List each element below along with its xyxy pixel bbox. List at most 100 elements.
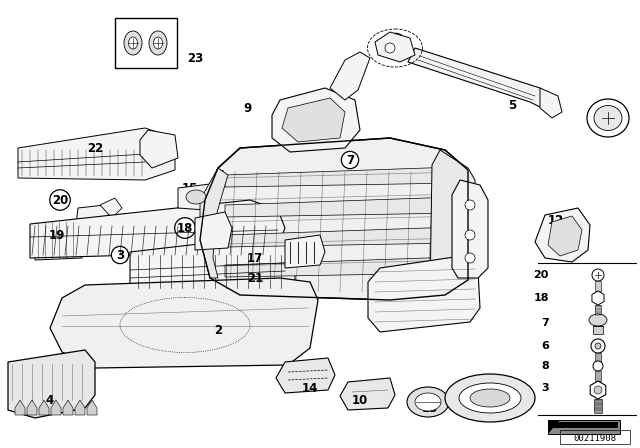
Ellipse shape: [589, 314, 607, 326]
Polygon shape: [51, 400, 61, 415]
Ellipse shape: [445, 374, 535, 422]
Circle shape: [465, 200, 475, 210]
Circle shape: [595, 343, 601, 349]
Text: 6: 6: [392, 35, 400, 48]
Polygon shape: [18, 128, 175, 180]
Text: 15: 15: [182, 181, 198, 194]
Polygon shape: [408, 48, 548, 108]
Bar: [595, 305, 601, 317]
Ellipse shape: [154, 37, 163, 49]
Polygon shape: [340, 378, 395, 410]
Bar: [560, 430, 630, 444]
Circle shape: [465, 253, 475, 263]
Ellipse shape: [594, 105, 622, 130]
Circle shape: [593, 361, 603, 371]
Polygon shape: [39, 400, 49, 415]
Polygon shape: [375, 32, 415, 62]
Text: 8: 8: [541, 361, 549, 371]
Text: 8: 8: [600, 112, 608, 125]
Text: 4: 4: [46, 393, 54, 406]
Ellipse shape: [587, 99, 629, 137]
Text: 1: 1: [218, 168, 226, 181]
Text: 12: 12: [548, 214, 564, 227]
Bar: [595, 371, 601, 381]
Text: 18: 18: [534, 293, 549, 303]
Polygon shape: [225, 197, 458, 217]
Text: 7: 7: [346, 154, 354, 167]
Text: 20: 20: [52, 194, 68, 207]
Text: 19: 19: [49, 228, 65, 241]
Polygon shape: [75, 400, 85, 415]
Text: 3: 3: [541, 383, 549, 393]
Text: 11: 11: [482, 392, 498, 405]
Polygon shape: [35, 220, 82, 260]
Polygon shape: [276, 358, 335, 393]
Polygon shape: [452, 180, 488, 278]
Polygon shape: [330, 52, 370, 100]
Polygon shape: [285, 235, 325, 268]
Circle shape: [594, 386, 602, 394]
Polygon shape: [15, 400, 25, 415]
Polygon shape: [272, 88, 360, 152]
Polygon shape: [27, 400, 37, 415]
Polygon shape: [140, 130, 178, 168]
Polygon shape: [368, 255, 480, 332]
Bar: [595, 353, 601, 362]
Ellipse shape: [459, 383, 521, 413]
Circle shape: [592, 269, 604, 281]
Text: 00211908: 00211908: [573, 434, 616, 443]
Ellipse shape: [149, 31, 167, 55]
Text: 17: 17: [247, 251, 263, 264]
Bar: [115, 18, 177, 68]
Polygon shape: [225, 167, 458, 187]
Circle shape: [465, 230, 475, 240]
Text: 16: 16: [459, 246, 475, 258]
Ellipse shape: [415, 393, 441, 411]
Text: 20: 20: [534, 270, 549, 280]
Text: 2: 2: [214, 323, 222, 336]
Ellipse shape: [186, 190, 206, 204]
Polygon shape: [200, 168, 228, 278]
Polygon shape: [30, 200, 285, 258]
Text: 3: 3: [116, 249, 124, 262]
Text: 14: 14: [302, 382, 318, 395]
Polygon shape: [8, 350, 95, 418]
Polygon shape: [430, 150, 475, 308]
Polygon shape: [50, 278, 318, 368]
Polygon shape: [75, 205, 112, 235]
Polygon shape: [548, 420, 560, 434]
Polygon shape: [282, 98, 345, 142]
Polygon shape: [87, 400, 97, 415]
Polygon shape: [590, 381, 606, 399]
Polygon shape: [540, 88, 562, 118]
Bar: [548, 420, 620, 434]
Bar: [595, 281, 601, 291]
Polygon shape: [178, 184, 218, 210]
Text: 18: 18: [177, 221, 193, 234]
Text: 10: 10: [352, 393, 368, 406]
Bar: [550, 422, 618, 428]
Ellipse shape: [124, 31, 142, 55]
Ellipse shape: [129, 37, 138, 49]
Text: 9: 9: [244, 102, 252, 115]
Polygon shape: [200, 138, 468, 300]
Text: 13: 13: [422, 401, 438, 414]
Circle shape: [591, 339, 605, 353]
Polygon shape: [100, 198, 122, 218]
Polygon shape: [225, 257, 458, 277]
Polygon shape: [592, 291, 604, 305]
Text: 7: 7: [541, 318, 549, 328]
Polygon shape: [130, 234, 295, 290]
Polygon shape: [195, 212, 232, 250]
Text: 5: 5: [508, 99, 516, 112]
Polygon shape: [225, 227, 458, 247]
Text: 22: 22: [87, 142, 103, 155]
Text: 6: 6: [541, 341, 549, 351]
Circle shape: [385, 43, 395, 53]
Text: 23: 23: [187, 52, 203, 65]
Bar: [594, 399, 602, 413]
Polygon shape: [548, 216, 582, 256]
Polygon shape: [535, 208, 590, 262]
Bar: [593, 326, 603, 334]
Ellipse shape: [407, 387, 449, 417]
